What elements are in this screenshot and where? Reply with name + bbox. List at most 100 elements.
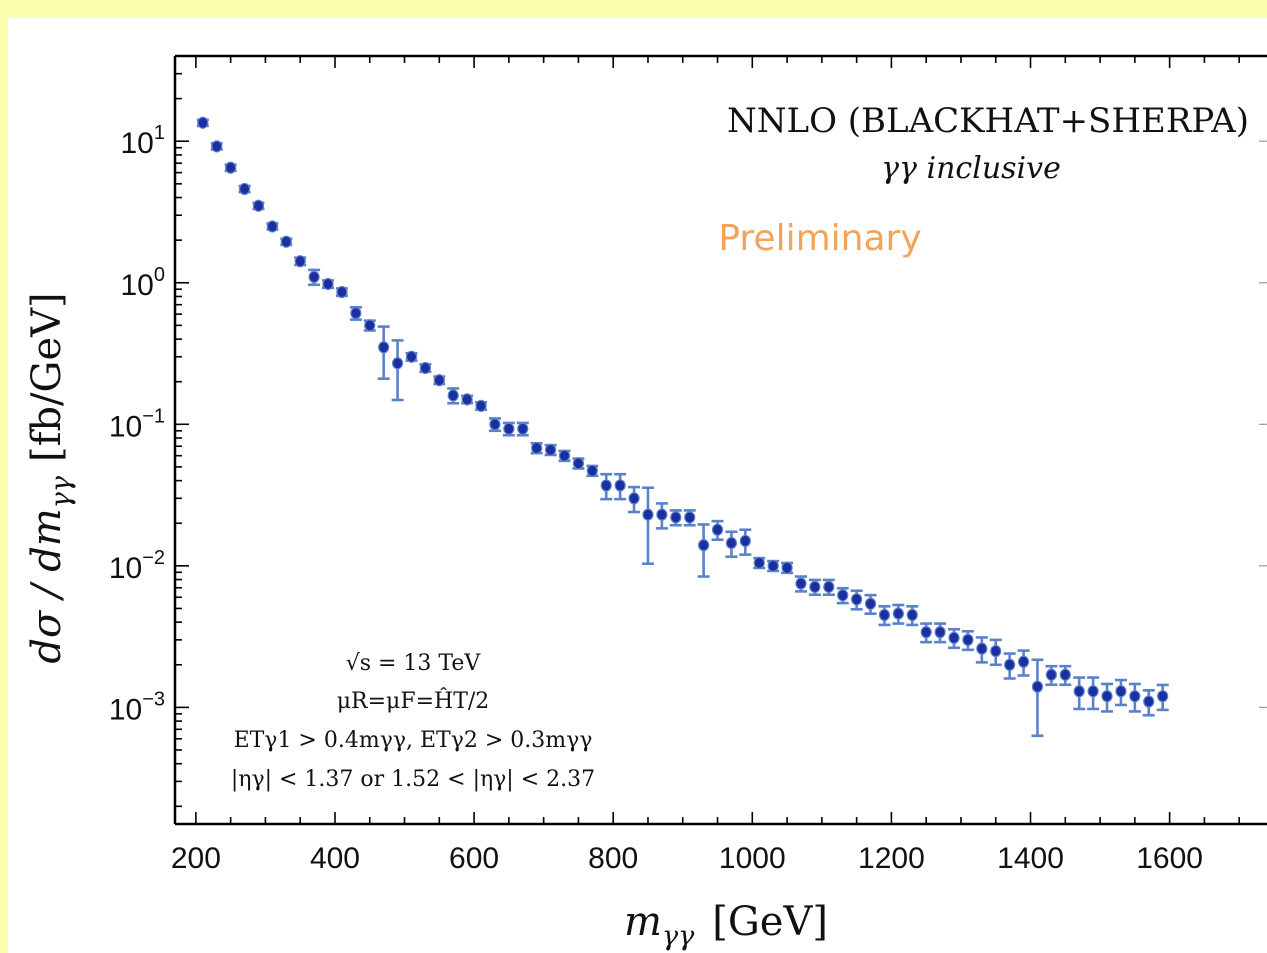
data-point	[349, 305, 362, 321]
data-point	[600, 472, 613, 501]
data-point	[308, 268, 321, 287]
data-marker	[1101, 690, 1113, 703]
data-point	[892, 603, 905, 625]
data-marker	[378, 341, 390, 354]
data-marker	[670, 511, 682, 524]
annotation-eta-cuts: |ηγ| < 1.37 or 1.52 < |ηγ| < 2.37	[231, 767, 595, 792]
data-marker	[725, 536, 738, 550]
x-tick-label: 1200	[858, 842, 925, 875]
data-point	[725, 530, 738, 559]
preliminary-watermark: Preliminary	[718, 218, 921, 259]
data-marker	[350, 307, 362, 320]
data-point	[1031, 658, 1044, 738]
x-tick-label: 400	[310, 842, 360, 875]
x-tick-label: 1600	[1136, 842, 1203, 875]
cross-section-chart: 200 400 600 800 1000 1200 1400 1600 101 100 10−1 10…	[24, 54, 1267, 952]
x-tick-label: 800	[588, 842, 638, 875]
data-marker	[976, 642, 988, 655]
data-marker	[252, 199, 265, 212]
y-axis-subscript: γγ	[46, 475, 77, 508]
data-marker	[475, 399, 487, 412]
data-point	[280, 235, 293, 248]
y-tick-label: 101	[121, 122, 166, 160]
data-marker	[419, 361, 431, 375]
data-point	[1142, 689, 1155, 717]
chart-frame: 200 400 600 800 1000 1200 1400 1600 101 100 10−1 10…	[8, 18, 1267, 953]
data-point	[1003, 652, 1016, 680]
x-tick-label: 1000	[719, 842, 786, 875]
data-point	[628, 485, 641, 514]
data-marker	[864, 597, 877, 610]
data-point	[502, 421, 515, 437]
y-tick-label: 10−3	[109, 688, 165, 726]
data-point	[1114, 678, 1127, 707]
data-point	[294, 255, 307, 268]
data-marker	[795, 577, 807, 590]
data-marker	[642, 508, 654, 521]
data-marker	[1087, 685, 1099, 698]
data-point	[655, 502, 668, 530]
data-marker	[544, 443, 557, 456]
data-marker	[1045, 668, 1057, 681]
data-point	[363, 319, 376, 332]
data-point	[1059, 664, 1072, 687]
data-marker	[1004, 658, 1016, 671]
data-marker	[892, 607, 904, 620]
data-point	[739, 528, 752, 556]
data-point	[975, 636, 988, 664]
x-tick-label: 1400	[997, 842, 1064, 875]
data-point	[697, 523, 710, 578]
data-marker	[906, 608, 918, 622]
data-marker	[739, 534, 751, 548]
axes: 200 400 600 800 1000 1200 1400 1600 101 100 10−1 10…	[109, 54, 1267, 875]
y-tick-label: 10−2	[109, 547, 165, 585]
data-marker	[1115, 685, 1127, 698]
data-point	[377, 325, 390, 380]
annotation-scales: μR=μF=ĤT/2	[337, 687, 490, 714]
x-tick-label: 200	[171, 842, 221, 875]
data-marker	[878, 608, 891, 622]
data-point	[878, 605, 891, 627]
data-point	[808, 578, 821, 597]
data-point	[586, 464, 599, 478]
data-point	[335, 285, 348, 299]
data-marker	[336, 285, 348, 299]
data-point	[1156, 683, 1169, 712]
data-point	[252, 199, 265, 212]
data-marker	[447, 389, 459, 402]
data-marker	[503, 422, 515, 435]
data-point	[530, 441, 543, 455]
annotation-energy: √s = 13 TeV	[346, 651, 482, 676]
data-point	[1101, 682, 1114, 713]
data-marker	[197, 116, 209, 129]
data-marker	[391, 357, 404, 370]
y-axis-label: dσ / dmγγ [fb/GeV]	[24, 292, 77, 663]
annotation-block: √s = 13 TeV μR=μF=ĤT/2 ETγ1 > 0.4mγγ, ET…	[231, 651, 595, 792]
x-axis-label: mγγ [GeV]	[624, 899, 828, 952]
data-point	[516, 421, 529, 437]
data-point	[961, 629, 974, 652]
data-marker	[1059, 668, 1071, 681]
data-marker	[1143, 695, 1155, 708]
data-point	[934, 622, 947, 644]
data-marker	[711, 523, 724, 536]
data-marker	[531, 441, 543, 455]
data-marker	[1129, 690, 1141, 703]
data-point	[1073, 676, 1086, 711]
data-marker	[823, 580, 835, 593]
data-marker	[767, 559, 779, 572]
data-point	[196, 116, 209, 129]
data-point	[1128, 682, 1141, 713]
data-marker	[990, 644, 1002, 658]
data-marker	[684, 511, 696, 524]
data-point	[920, 622, 933, 644]
chart-title: NNLO (BLACKHAT+SHERPA)	[727, 101, 1249, 141]
data-marker	[308, 270, 320, 283]
data-point	[906, 605, 919, 627]
data-point	[419, 361, 432, 375]
data-point	[753, 556, 766, 570]
data-point	[210, 140, 223, 153]
y-axis-unit: [fb/GeV]	[24, 292, 70, 462]
data-marker	[211, 140, 223, 153]
data-point	[850, 589, 863, 611]
